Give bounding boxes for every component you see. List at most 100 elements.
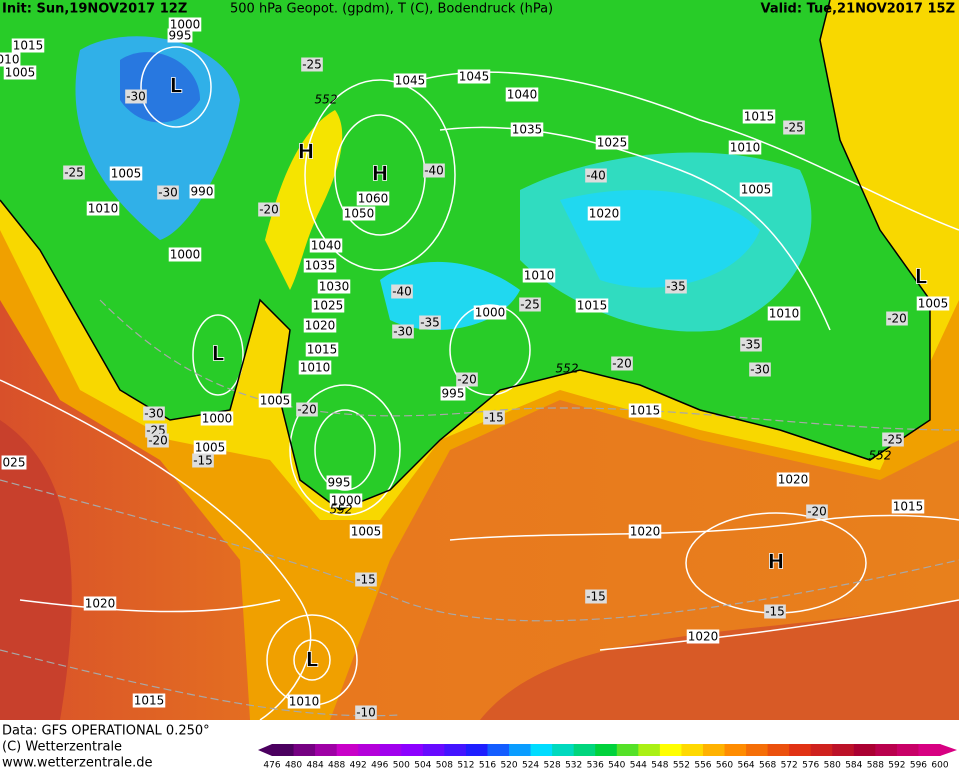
isobar-label: 1035 — [512, 123, 543, 137]
warm-region — [0, 420, 72, 720]
isotherm-label-box — [483, 410, 505, 425]
isobar-label-box — [1, 455, 27, 470]
isobar-label-box — [193, 440, 227, 455]
isobar-label-box — [303, 258, 337, 273]
isobar-label: 995 — [442, 387, 465, 401]
isotherm-label: -15 — [586, 590, 606, 604]
isotherm-label: -25 — [302, 58, 322, 72]
isotherm-label: -25 — [64, 166, 84, 180]
isobar-label: 010 — [0, 53, 19, 67]
isobar-label: 1000 — [170, 248, 201, 262]
colorbar-label: 568 — [759, 761, 776, 771]
isobar-label: 1040 — [311, 239, 342, 253]
isotherm-label-box — [456, 372, 478, 387]
isobar-label: 1015 — [307, 343, 338, 357]
isobar-label: 1000 — [331, 494, 362, 508]
isobar-label-box — [505, 87, 539, 102]
isobar-label-box — [686, 629, 720, 644]
colorbar-label: 596 — [910, 761, 927, 771]
isobar-label: 1005 — [741, 183, 772, 197]
colorbar-segment — [832, 744, 855, 756]
isotherm-label: -30 — [144, 407, 164, 421]
isobar-label-box — [86, 201, 120, 216]
colorbar-label: 520 — [500, 761, 517, 771]
isotherm-label: -20 — [887, 312, 907, 326]
colorbar-segment — [552, 744, 575, 756]
isobar-label: 1005 — [260, 394, 291, 408]
colorbar-label: 564 — [737, 761, 754, 771]
map-title: 500 hPa Geopot. (gpdm), T (C), Bodendruc… — [230, 2, 553, 17]
isotherm-label-box — [296, 402, 318, 417]
isobar-label: 1050 — [344, 207, 375, 221]
isobar-label-box — [510, 122, 544, 137]
isobar-label-box — [342, 206, 376, 221]
colorbar-label: 484 — [307, 761, 324, 771]
isotherm-label-box — [519, 297, 541, 312]
colorbar-segment — [401, 744, 424, 756]
colorbar-label: 480 — [285, 761, 302, 771]
colorbar-end — [940, 744, 957, 756]
isobar-label-box — [767, 306, 801, 321]
isotherm-label-box — [125, 89, 147, 104]
isotherm-label-box — [258, 202, 280, 217]
colorbar-segment — [659, 744, 682, 756]
warm-region — [480, 600, 959, 720]
isobar-label: 1015 — [134, 694, 165, 708]
isotherm-label-box — [192, 453, 214, 468]
isobar-label-box — [309, 238, 343, 253]
isotherm-label: -40 — [424, 164, 444, 178]
colorbar-label: 488 — [328, 761, 345, 771]
colorbar-label: 584 — [845, 761, 862, 771]
isobar-label: 1020 — [589, 207, 620, 221]
isotherm-label-box — [355, 572, 377, 587]
colorbar-segment — [487, 744, 510, 756]
isobar-label: 1015 — [630, 404, 661, 418]
colorbar-label: 600 — [931, 761, 948, 771]
colorbar-segment — [875, 744, 898, 756]
isotherm-label: -40 — [392, 285, 412, 299]
isotherm-label-box — [611, 356, 633, 371]
isotherm-label-box — [423, 163, 445, 178]
colorbar-label: 528 — [544, 761, 561, 771]
url: www.wetterzentrale.de — [2, 756, 152, 771]
isobar-label: 1005 — [351, 525, 382, 539]
data-source: Data: GFS OPERATIONAL 0.250° — [2, 724, 210, 739]
isobar-label: 1020 — [85, 597, 116, 611]
isobar-label-box — [628, 403, 662, 418]
isotherm-label: -30 — [126, 90, 146, 104]
isotherm-label-box — [585, 589, 607, 604]
colorbar-segment — [573, 744, 596, 756]
isobar-label: 995 — [169, 29, 192, 43]
isobar-label-box — [522, 268, 556, 283]
isobar-label-box — [393, 73, 427, 88]
isotherm-label: -35 — [420, 316, 440, 330]
isobar-label-box — [628, 524, 662, 539]
isobar-label-box — [11, 38, 45, 53]
colorbar-segment — [530, 744, 553, 756]
isotherm-label-box — [886, 311, 908, 326]
isobar-label-box — [0, 52, 21, 67]
colorbar-segment — [616, 744, 639, 756]
isobar-label: 1010 — [524, 269, 555, 283]
pressure-center: L — [212, 342, 225, 366]
isobar-label-box — [167, 28, 193, 43]
isobar-label: 1010 — [769, 307, 800, 321]
colorbar-label: 476 — [263, 761, 280, 771]
isotherm-label-box — [749, 362, 771, 377]
colorbar-label: 556 — [694, 761, 711, 771]
isotherm-label-box — [301, 57, 323, 72]
colorbar-segment — [853, 744, 876, 756]
colorbar-label: 496 — [371, 761, 388, 771]
isobar-label: 1005 — [5, 66, 36, 80]
isobar-label: 1040 — [507, 88, 538, 102]
colorbar-label: 492 — [350, 761, 367, 771]
pressure-center: H — [768, 550, 785, 574]
colorbar-label: 524 — [522, 761, 539, 771]
colorbar-segment — [918, 744, 941, 756]
isotherm-label-box — [147, 433, 169, 448]
isobar-label-box — [168, 247, 202, 262]
pressure-center: L — [170, 74, 183, 98]
isobar-label: 1035 — [305, 259, 336, 273]
isotherm-label: -15 — [193, 454, 213, 468]
geopotential-label: 552 — [869, 449, 892, 463]
